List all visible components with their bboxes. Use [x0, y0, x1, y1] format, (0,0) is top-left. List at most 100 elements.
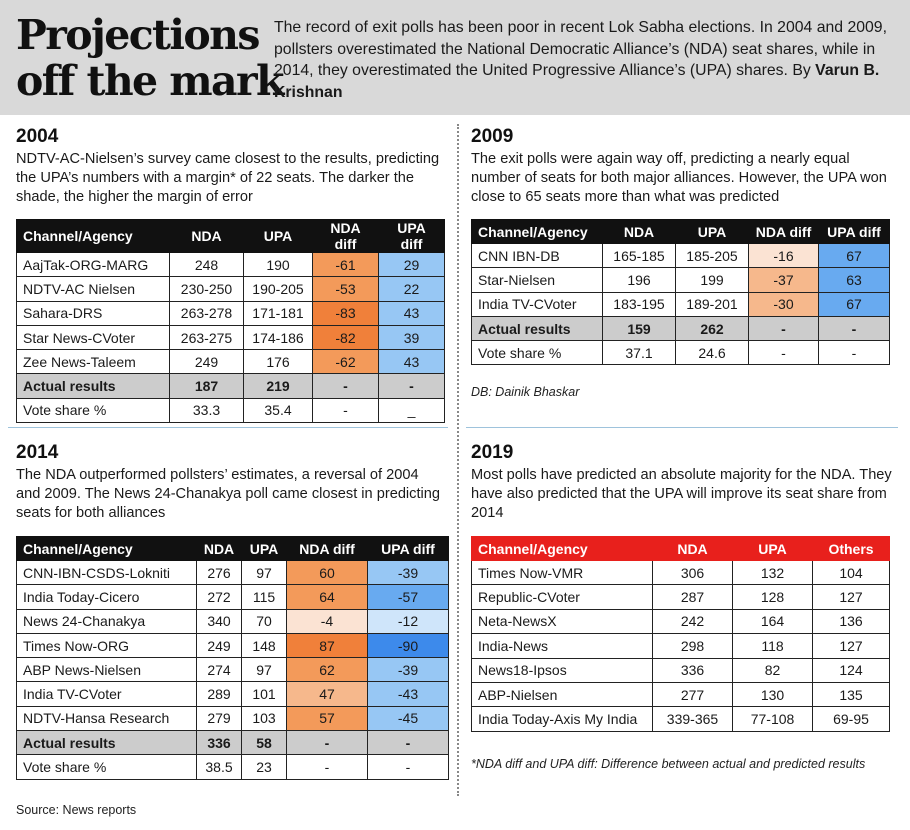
- upa-diff-cell: -: [367, 730, 449, 756]
- section-description: The NDA outperformed pollsters’ estimate…: [16, 467, 441, 521]
- upa-diff-cell: -39: [367, 559, 449, 586]
- upa-cell: 132: [732, 559, 813, 586]
- column-header: UPA diff: [378, 219, 445, 253]
- nda-cell: 276: [196, 559, 242, 586]
- upa-cell: 97: [241, 559, 287, 586]
- table-row: Zee News-Taleem 249 176 -62 43: [16, 349, 445, 375]
- agency-cell: Republic-CVoter: [471, 584, 653, 610]
- title-line-1: Projections: [16, 11, 260, 59]
- column-header: Channel/Agency: [16, 536, 197, 561]
- nda-cell: 263-278: [169, 300, 244, 326]
- nda-cell: 249: [196, 632, 242, 659]
- upa-diff-cell: -45: [367, 705, 449, 732]
- column-header: NDA diff: [748, 219, 819, 244]
- upa-cell: 82: [732, 657, 813, 683]
- column-header: UPA: [241, 536, 287, 561]
- nda-diff-cell: -82: [312, 324, 379, 351]
- agency-cell: NDTV-AC Nielsen: [16, 276, 170, 302]
- table-2009: Channel/Agency NDA UPA NDA diff UPA diff CNN…: [471, 219, 890, 366]
- nda-cell: 306: [652, 559, 733, 586]
- upa-diff-cell: -: [378, 373, 445, 399]
- column-header: NDA: [652, 536, 733, 561]
- actual-results-row: Actual results 336 58- -: [16, 730, 449, 756]
- agency-cell: News 24-Chanakya: [16, 608, 197, 634]
- section-year: 2014: [16, 442, 59, 463]
- upa-diff-cell: _: [378, 397, 445, 424]
- upa-diff-cell: -: [367, 754, 449, 780]
- column-header: Others: [812, 536, 890, 561]
- section-2019: 2019 Most polls have predicted an absolu…: [471, 442, 901, 523]
- nda-diff-cell: -61: [312, 251, 379, 278]
- vote-share-row: Vote share % 37.1 24.6- -: [471, 340, 890, 366]
- upa-diff-cell: 22: [378, 276, 445, 302]
- footnote: *NDA diff and UPA diff: Difference betwe…: [471, 757, 866, 771]
- upa-cell: 128: [732, 584, 813, 610]
- nda-cell: 159: [602, 315, 676, 342]
- nda-cell: 33.3: [169, 397, 244, 424]
- nda-cell: 249: [169, 349, 244, 375]
- table-row: Neta-NewsX 242 164 136: [471, 608, 890, 635]
- nda-diff-cell: -62: [312, 349, 379, 375]
- source-note-2009: DB: Dainik Bhaskar: [471, 385, 580, 399]
- agency-cell: Star-Nielsen: [471, 267, 603, 293]
- upa-diff-cell: -90: [367, 632, 449, 659]
- agency-cell: India TV-CVoter: [16, 681, 197, 707]
- upa-cell: 171-181: [243, 300, 313, 326]
- nda-diff-cell: 62: [286, 657, 368, 683]
- table-row: Times Now-ORG 249 148 87 -90: [16, 632, 449, 659]
- agency-cell: Neta-NewsX: [471, 608, 653, 635]
- column-header: Channel/Agency: [16, 219, 170, 253]
- nda-cell: 37.1: [602, 340, 676, 366]
- column-header: NDA diff: [312, 219, 379, 253]
- nda-cell: 336: [652, 657, 733, 683]
- upa-cell: 58: [241, 730, 287, 756]
- nda-cell: 230-250: [169, 276, 244, 302]
- nda-cell: 279: [196, 705, 242, 732]
- row-label-cell: Vote share %: [16, 754, 197, 780]
- nda-cell: 263-275: [169, 324, 244, 351]
- row-label-cell: Actual results: [471, 315, 603, 342]
- section-2004: 2004 NDTV-AC-Nielsen’s survey came close…: [16, 126, 446, 207]
- upa-cell: 219: [243, 373, 313, 399]
- upa-diff-cell: -43: [367, 681, 449, 707]
- row-label-cell: Vote share %: [16, 397, 170, 424]
- nda-cell: 272: [196, 584, 242, 610]
- section-year: 2019: [471, 442, 514, 463]
- nda-diff-cell: -: [312, 373, 379, 399]
- row-label-cell: Actual results: [16, 373, 170, 399]
- agency-cell: Times Now-VMR: [471, 559, 653, 586]
- upa-cell: 174-186: [243, 324, 313, 351]
- agency-cell: AajTak-ORG-MARG: [16, 251, 170, 278]
- section-description: The exit polls were again way off, predi…: [471, 151, 887, 205]
- column-header: UPA diff: [818, 219, 890, 244]
- agency-cell: NDTV-Hansa Research: [16, 705, 197, 732]
- agency-cell: Star News-CVoter: [16, 324, 170, 351]
- row-label-cell: Actual results: [16, 730, 197, 756]
- table-row: Sahara-DRS 263-278 171-181 -83 43: [16, 300, 445, 326]
- table-2019: Channel/Agency NDA UPA Others Times Now-VMR…: [471, 536, 890, 732]
- upa-cell: 35.4: [243, 397, 313, 424]
- upa-diff-cell: 43: [378, 349, 445, 375]
- upa-diff-cell: -12: [367, 608, 449, 634]
- column-header: Channel/Agency: [471, 219, 603, 244]
- table-row: News 24-Chanakya 340 70 -4 -12: [16, 608, 449, 634]
- upa-cell: 23: [241, 754, 287, 780]
- table-row: ABP News-Nielsen 274 97 62 -39: [16, 657, 449, 683]
- title-line-2: off the mark: [16, 57, 284, 105]
- section-description: NDTV-AC-Nielsen’s survey came closest to…: [16, 151, 440, 205]
- section-divider-left: [8, 427, 448, 428]
- nda-diff-cell: -37: [748, 267, 819, 293]
- upa-cell: 190: [243, 251, 313, 278]
- upa-cell: 262: [675, 315, 749, 342]
- table-header-row: Channel/Agency NDA UPA Others: [471, 536, 890, 561]
- nda-diff-cell: 64: [286, 584, 368, 610]
- section-2009: 2009 The exit polls were again way off, …: [471, 126, 901, 207]
- upa-cell: 70: [241, 608, 287, 634]
- nda-cell: 38.5: [196, 754, 242, 780]
- upa-cell: 115: [241, 584, 287, 610]
- others-cell: 136: [812, 608, 890, 635]
- table-row: ABP-Nielsen 277 130 135: [471, 681, 890, 708]
- upa-cell: 189-201: [675, 291, 749, 317]
- upa-cell: 130: [732, 681, 813, 708]
- table-row: NDTV-AC Nielsen 230-250 190-205 -53 22: [16, 276, 445, 302]
